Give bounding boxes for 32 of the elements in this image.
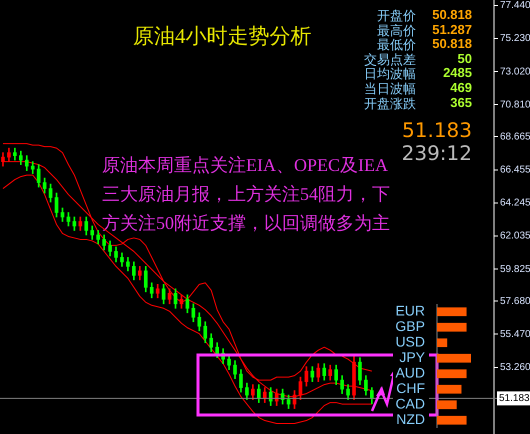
y-tick-label: USD xyxy=(395,334,425,350)
text: 最高价 51.287 xyxy=(377,22,472,38)
ref-line-label: 51.183 xyxy=(499,393,530,404)
y-tick-label: 64.245 xyxy=(500,198,530,209)
y-tick-label: CAD xyxy=(395,396,425,412)
y-tick-label: 66.455 xyxy=(500,164,530,176)
y-tick-label: 53.260 xyxy=(500,362,530,374)
y-tick-label: 57.680 xyxy=(500,296,530,307)
text: 51.183 xyxy=(402,118,472,142)
y-tick-label: JPY xyxy=(399,349,426,366)
y-tick-label: CHF xyxy=(396,380,425,396)
y-tick-label: 55.470 xyxy=(500,328,530,340)
y-tick-label: NZD xyxy=(396,411,425,428)
y-tick-label: 75.230 xyxy=(500,33,530,44)
y-tick-label: 73.020 xyxy=(500,66,530,78)
text: 239:12 xyxy=(402,141,472,165)
text: 开盘价 50.818 xyxy=(377,7,472,23)
y-tick-label: 59.825 xyxy=(500,264,530,275)
text: 开盘涨跌 365 xyxy=(364,94,472,111)
text: 当日波幅 469 xyxy=(364,80,472,96)
text: 原油4小时走势分析 xyxy=(133,23,312,50)
annotation: 原油本周重点关注EIA、OPEC及IEA三大原油月报，上方关注54阻力，下方关注50附近支撑，以回调做多为主 xyxy=(102,154,391,235)
text: 最低价 50.818 xyxy=(377,36,472,52)
y-tick-label: AUD xyxy=(395,364,425,381)
text: 交易点差 50 xyxy=(364,50,472,67)
text: 日均波幅 2485 xyxy=(364,65,472,82)
y-tick-label: 68.665 xyxy=(500,131,530,142)
y-tick-label: 62.035 xyxy=(500,230,530,242)
y-tick-label: EUR xyxy=(395,302,425,319)
y-tick-label: 77.440 xyxy=(500,0,530,12)
y-tick-label: 70.810 xyxy=(500,99,530,110)
y-tick-label: GBP xyxy=(395,318,425,334)
